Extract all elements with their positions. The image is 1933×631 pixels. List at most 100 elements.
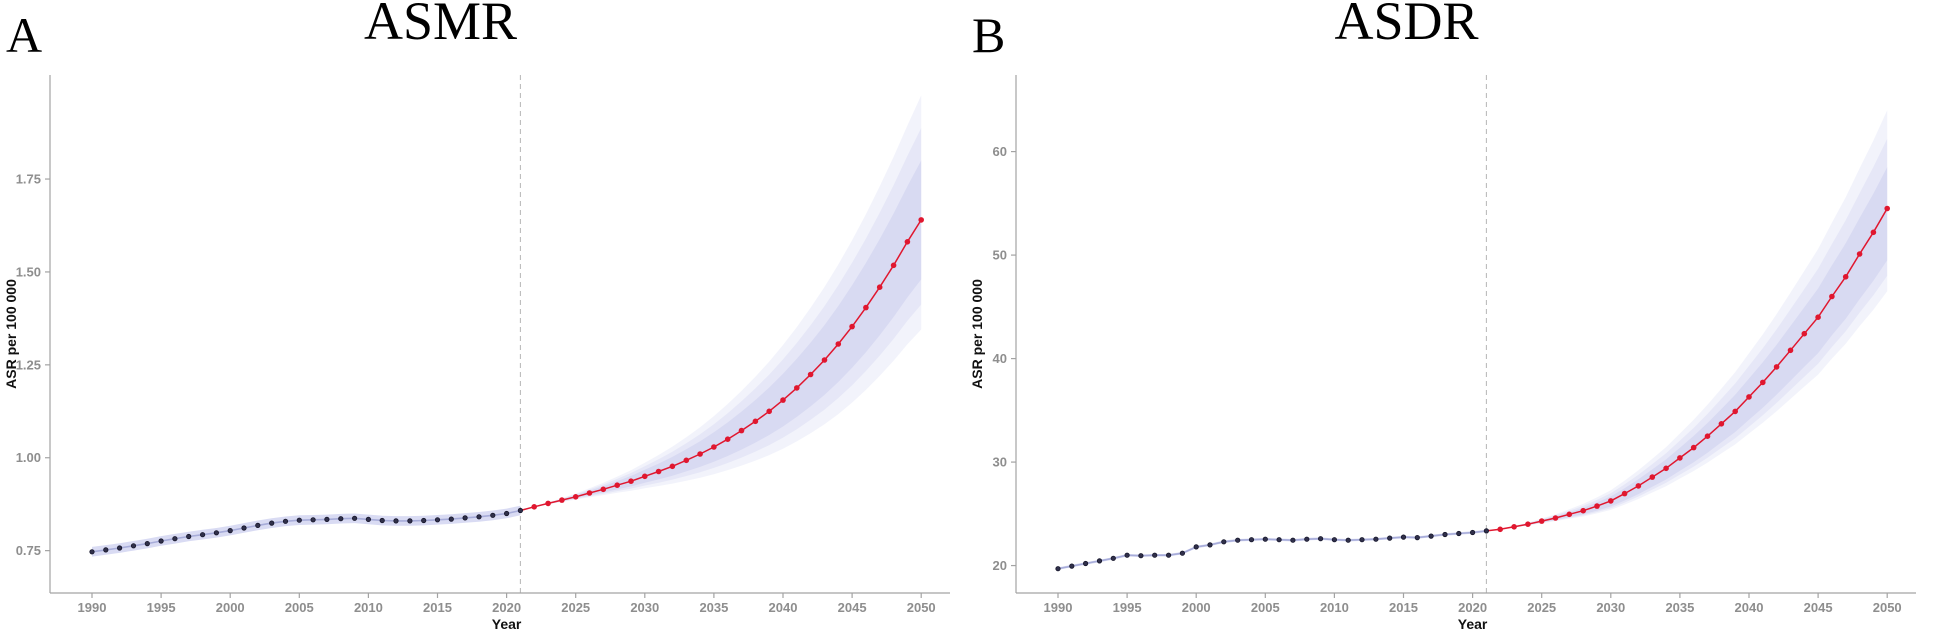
x-tick-label: 2025 [561, 600, 590, 615]
observed-point [1442, 531, 1448, 538]
projected-point [1760, 379, 1766, 386]
projected-point [1608, 498, 1614, 504]
observed-point [1083, 560, 1089, 567]
observed-point [324, 516, 330, 523]
observed-point [103, 547, 109, 553]
y-tick-label: 1.00 [16, 450, 41, 465]
panel-letter-a: A [6, 7, 43, 63]
projected-point [711, 444, 717, 450]
projected-point [545, 500, 551, 507]
projected-point [1870, 229, 1877, 236]
observed-point [1469, 529, 1476, 536]
observed-line [1057, 530, 1487, 570]
observed-point [117, 545, 123, 551]
observed-point [296, 517, 302, 523]
observed-point [310, 517, 316, 523]
y-tick-label: 30 [993, 455, 1007, 470]
projected-point [697, 451, 703, 457]
observed-point [241, 525, 247, 531]
y-tick-label: 40 [993, 351, 1007, 366]
projected-point [683, 457, 690, 464]
x-tick-label: 2040 [769, 600, 798, 615]
projected-point [849, 323, 855, 330]
x-tick-label: 2010 [1320, 600, 1349, 615]
x-tick-label: 2050 [1873, 600, 1902, 615]
observed-point [1221, 539, 1227, 545]
x-tick-label: 2015 [1389, 600, 1418, 615]
observed-point [1055, 566, 1061, 572]
observed-point [421, 517, 427, 524]
x-tick-label: 2035 [699, 600, 728, 615]
x-tick-label: 2010 [354, 600, 383, 615]
projected-point [614, 482, 620, 489]
observed-point [186, 533, 192, 540]
observed-point [1428, 533, 1434, 539]
projected-point [531, 504, 537, 510]
observed-point [1483, 528, 1490, 534]
projected-point [1511, 524, 1517, 530]
observed-point [448, 516, 454, 522]
observed-point [1069, 563, 1075, 569]
x-tick-label: 2040 [1735, 600, 1764, 615]
y-tick-label: 0.75 [16, 543, 41, 558]
x-tick-label: 1995 [147, 600, 176, 615]
observed-point [1456, 530, 1462, 537]
observed-point [393, 518, 399, 524]
panel-title-asdr: ASDR [1334, 0, 1479, 51]
projected-point [1884, 205, 1890, 212]
x-tick-label: 2045 [838, 600, 867, 615]
projected-point [752, 418, 759, 425]
projected-point [1538, 518, 1545, 524]
observed-point [1276, 537, 1282, 543]
projected-point [1580, 507, 1586, 514]
observed-point [130, 543, 137, 549]
projected-point [863, 304, 869, 311]
projected-point [1552, 515, 1559, 521]
observed-point [227, 527, 233, 534]
projected-point [600, 486, 607, 493]
projected-point [724, 436, 731, 443]
x-tick-label: 2045 [1804, 600, 1833, 615]
x-axis-title: Year [1458, 616, 1488, 631]
observed-point [1235, 537, 1241, 543]
y-tick-label: 50 [993, 248, 1007, 263]
x-tick-label: 2000 [216, 600, 245, 615]
observed-point [517, 507, 524, 514]
projected-point [876, 284, 883, 291]
projected-point [1773, 364, 1780, 370]
observed-point [490, 512, 496, 518]
observed-point [1096, 558, 1103, 564]
panel-asdr: B ASDR 20 30 40 50 60 1990 1995 2000 2005 2010 201… [966, 0, 1932, 631]
projected-point [1746, 394, 1752, 400]
asmr-chart: 0.75 1.00 1.25 1.50 1.75 1990 1995 2000 2005 2010… [3, 75, 950, 631]
ci-band-inner [1486, 167, 1888, 531]
observed-point [1152, 552, 1158, 558]
observed-point [476, 514, 482, 520]
projected-point [1732, 408, 1738, 415]
projected-point [738, 427, 745, 434]
x-tick-label: 2005 [1251, 600, 1280, 615]
y-axis-title: ASR per 100 000 [3, 279, 19, 389]
x-tick-label: 2020 [1458, 600, 1487, 615]
observed-point [1304, 536, 1310, 542]
y-axis-title: ASR per 100 000 [969, 279, 985, 389]
projected-point [1718, 421, 1725, 427]
panel-letter-b: B [972, 7, 1006, 63]
ci-band-mid [520, 128, 922, 511]
observed-point [1414, 534, 1420, 541]
ci-band-outer [1486, 110, 1888, 531]
projected-point [1635, 483, 1642, 489]
observed-point [1166, 552, 1172, 558]
x-tick-label: 2025 [1527, 600, 1556, 615]
observed-point [1138, 553, 1144, 559]
observed-point [407, 518, 413, 524]
projected-point [1649, 474, 1656, 480]
observed-point [1400, 534, 1407, 540]
x-tick-label: 2035 [1665, 600, 1694, 615]
y-tick-label: 1.50 [16, 264, 41, 279]
projected-point [794, 385, 800, 391]
projected-point [628, 478, 634, 485]
x-tick-label: 2020 [492, 600, 521, 615]
observed-point [1193, 544, 1199, 550]
